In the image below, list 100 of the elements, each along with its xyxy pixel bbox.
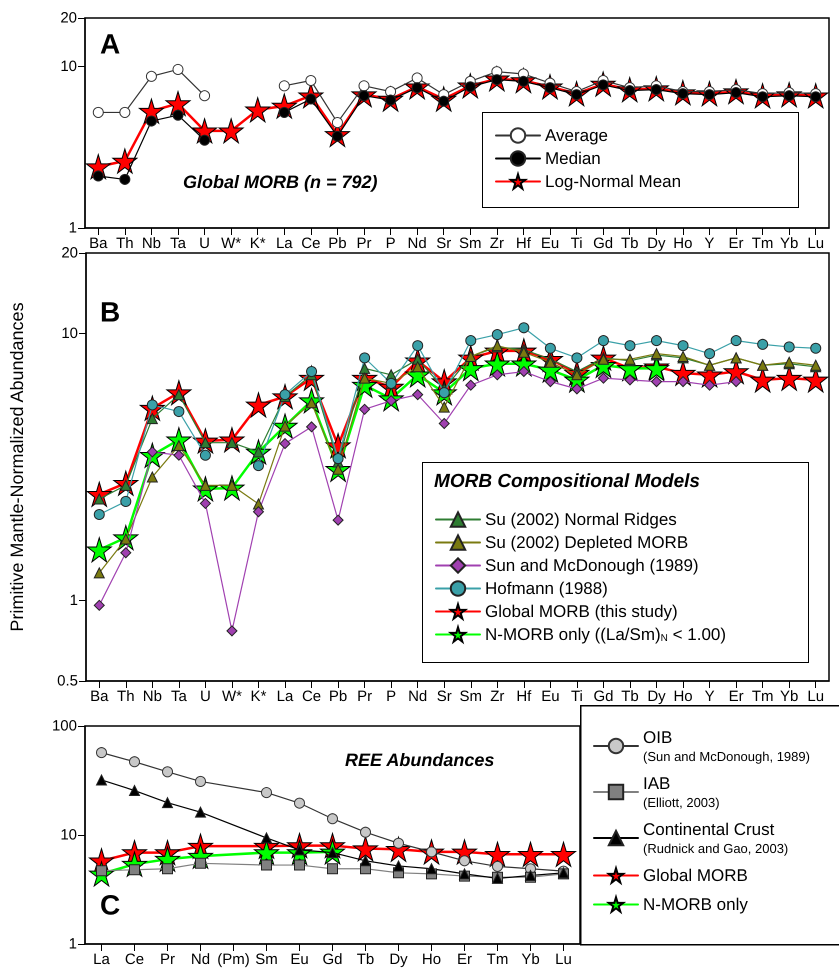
x-tick-label: Yb [780, 235, 798, 252]
annotation: A [100, 28, 120, 60]
x-tick-label: W* [221, 235, 242, 252]
x-tick-label: Th [116, 235, 134, 252]
x-tick-label: Sm [459, 235, 482, 252]
x-tick-label: Gd [322, 951, 343, 968]
legend-label: N-MORB only [643, 895, 748, 914]
x-tick-label: Ce [302, 688, 322, 705]
y-tick-label: 1 [68, 220, 77, 236]
x-tick-label: Dy [647, 235, 666, 252]
x-tick-label: La [276, 235, 294, 252]
x-tick-label: Pb [328, 688, 348, 705]
annotation: C [100, 890, 120, 920]
y-tick-label: 0.5 [57, 672, 78, 690]
x-tick-label: Yb [780, 688, 798, 705]
y-tick-label: 1 [70, 592, 78, 610]
y-tick-label: 20 [60, 10, 77, 26]
legend-label: Sun and McDonough (1989) [485, 556, 699, 575]
x-tick-label: Ho [422, 951, 442, 968]
x-tick-label: Tm [752, 688, 774, 705]
x-tick-label: Eu [541, 688, 560, 705]
x-tick-label: Er [457, 951, 472, 968]
x-tick-label: Pb [328, 235, 347, 252]
x-tick-label: Th [117, 688, 135, 705]
y-axis-title: Primitive Mantle-Normalized Abundances [7, 302, 27, 632]
x-tick-label: Ba [89, 235, 108, 252]
x-tick-label: Eu [290, 951, 309, 968]
x-tick-label: Er [728, 235, 744, 252]
x-tick-label: Tm [752, 235, 774, 252]
x-tick-label: Nd [190, 951, 210, 968]
x-tick-label: Gd [593, 235, 614, 252]
legend-label: Continental Crust (Rudnick and Gao, 2003) [643, 820, 788, 856]
x-tick-label: Eu [540, 235, 560, 252]
x-tick-label: Ti [570, 235, 583, 252]
y-tick-label: 10 [60, 58, 77, 76]
legend-label: Log-Normal Mean [545, 172, 682, 191]
x-tick-label: Nd [408, 235, 427, 252]
x-tick-label: Tm [486, 951, 508, 968]
x-tick-label: La [93, 951, 110, 968]
y-tick-label: 10 [61, 324, 78, 342]
y-tick-label: 100 [52, 718, 77, 734]
x-tick-label: Nb [142, 688, 162, 705]
x-tick-label: Dy [647, 688, 666, 705]
legend-label: N-MORB only ((La/Sm)N < 1.00) [485, 625, 726, 644]
x-tick-label: Ho [673, 688, 693, 705]
y-tick-label: 1 [68, 936, 77, 952]
x-tick-label: Sr [436, 688, 452, 705]
x-tick-label: P [386, 235, 396, 252]
y-tick-label: 10 [60, 826, 77, 844]
legend-label: Su (2002) Depleted MORB [485, 533, 688, 552]
x-tick-label: Ta [170, 235, 187, 252]
x-tick-label: U [200, 688, 211, 705]
x-tick-label: La [276, 688, 294, 705]
x-tick-label: Hf [516, 235, 532, 252]
x-tick-label: Ba [90, 688, 110, 705]
annotation: REE Abundances [345, 750, 494, 770]
x-tick-label: Er [728, 688, 744, 705]
x-tick-label: Lu [555, 951, 572, 968]
legend-label: OIB (Sun and McDonough, 1989) [643, 728, 810, 764]
x-tick-label: Pr [160, 951, 176, 968]
y-tick-label: 20 [61, 244, 78, 262]
x-tick-label: Zr [490, 688, 504, 705]
x-tick-label: Sm [255, 951, 278, 968]
x-tick-label: Lu [807, 235, 824, 252]
x-tick-label: Y [704, 235, 714, 252]
annotation: B [100, 296, 120, 328]
legend-title: MORB Compositional Models [434, 471, 700, 492]
x-tick-label: Y [704, 688, 715, 705]
legend-label: Median [545, 149, 601, 168]
x-tick-label: Tb [356, 951, 374, 968]
legend-label: IAB (Elliott, 2003) [643, 774, 720, 810]
x-tick-label: Dy [389, 951, 408, 968]
x-tick-label: Ho [673, 235, 692, 252]
x-tick-label: Hf [516, 688, 532, 705]
annotation: Global MORB (n = 792) [183, 172, 378, 192]
x-tick-label: Nb [142, 235, 162, 252]
legend-label: Global MORB (this study) [485, 602, 678, 621]
x-tick-label: Gd [593, 688, 614, 705]
legend-label: Global MORB [643, 866, 748, 885]
x-tick-label: Pr [356, 235, 372, 252]
x-tick-label: Lu [807, 688, 824, 705]
x-tick-label: K* [250, 688, 267, 705]
x-tick-label: Ta [170, 688, 188, 705]
x-tick-label: Tb [621, 688, 639, 705]
x-tick-label: U [199, 235, 210, 252]
legend-label: Hofmann (1988) [485, 579, 608, 598]
legend-label: Average [545, 126, 608, 145]
x-tick-label: W* [222, 688, 242, 705]
x-tick-label: Ce [124, 951, 144, 968]
x-tick-label: Yb [521, 951, 540, 968]
x-tick-label: K* [250, 235, 266, 252]
x-tick-label: Nd [408, 688, 428, 705]
x-tick-label: Tb [620, 235, 638, 252]
x-tick-label: Zr [490, 235, 504, 252]
x-tick-label: Sm [460, 688, 482, 705]
legend-label: Su (2002) Normal Ridges [485, 510, 677, 529]
x-tick-label: P [386, 688, 396, 705]
x-tick-label: Sr [436, 235, 452, 252]
x-tick-label: Ti [570, 688, 583, 705]
x-tick-label: Pr [357, 688, 372, 705]
